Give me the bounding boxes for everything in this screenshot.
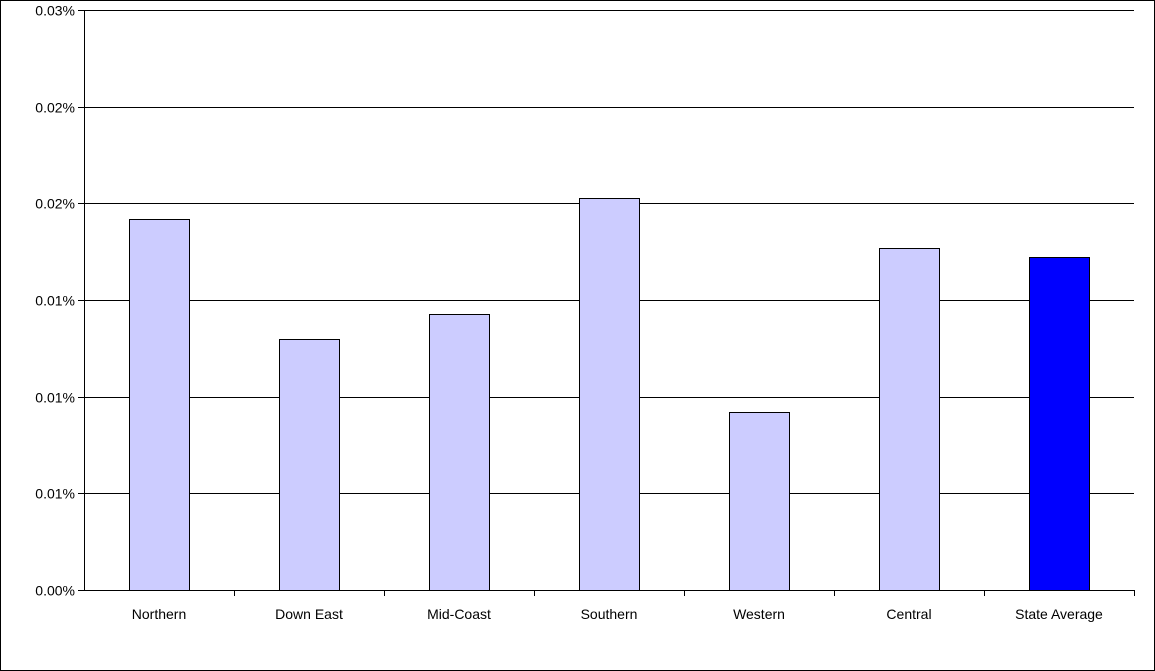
y-tick-label: 0.03%	[35, 3, 75, 19]
x-tick-label: Mid-Coast	[427, 606, 491, 622]
y-tick-label: 0.01%	[35, 293, 75, 309]
bar-central	[879, 248, 940, 591]
bar-western	[729, 412, 790, 591]
x-tick-label: Southern	[581, 606, 638, 622]
x-tick-label: State Average	[1015, 606, 1103, 622]
bar-mid-coast	[429, 314, 490, 591]
bar-state-average	[1029, 257, 1090, 591]
axes	[78, 10, 1135, 596]
x-axis-tick-labels: Northern Down East Mid-Coast Southern Wester…	[132, 606, 1103, 622]
y-tick-label: 0.00%	[35, 583, 75, 599]
x-tick-label: Central	[886, 606, 931, 622]
x-tick-label: Northern	[132, 606, 186, 622]
y-tick-label: 0.02%	[35, 196, 75, 212]
gridlines	[84, 10, 1134, 494]
y-tick-label: 0.02%	[35, 100, 75, 116]
x-tick-label: Down East	[275, 606, 343, 622]
bars	[129, 198, 1090, 591]
y-tick-label: 0.01%	[35, 486, 75, 502]
y-axis-tick-labels: 0.00% 0.01% 0.01% 0.01% 0.02% 0.02% 0.03%	[35, 3, 75, 599]
y-tick-label: 0.01%	[35, 390, 75, 406]
x-tick-label: Western	[733, 606, 785, 622]
bar-down-east	[279, 339, 340, 591]
bar-southern	[579, 198, 640, 591]
bar-northern	[129, 219, 190, 591]
